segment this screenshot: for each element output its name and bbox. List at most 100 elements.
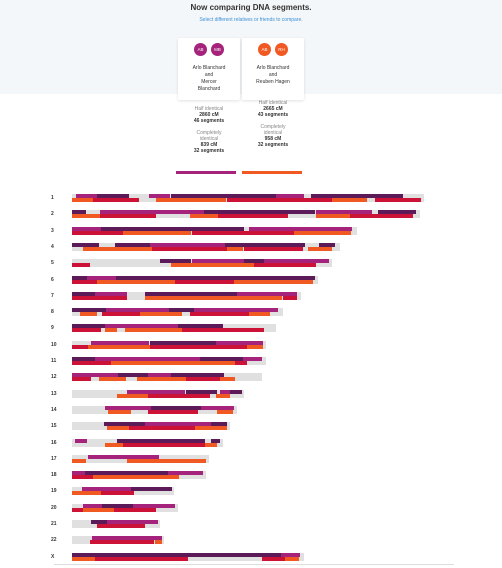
- completely-identical-segment[interactable]: [186, 377, 220, 381]
- chromosome-14[interactable]: [72, 406, 237, 414]
- half-identical-segment[interactable]: [105, 443, 123, 447]
- completely-identical-segment[interactable]: [117, 439, 205, 443]
- completely-identical-segment[interactable]: [97, 194, 129, 198]
- half-identical-segment[interactable]: [121, 324, 178, 328]
- half-identical-segment[interactable]: [95, 357, 200, 361]
- half-identical-segment[interactable]: [88, 345, 150, 349]
- completely-identical-segment[interactable]: [378, 210, 416, 214]
- half-identical-segment[interactable]: [316, 214, 351, 218]
- completely-identical-segment[interactable]: [95, 557, 188, 561]
- half-identical-segment[interactable]: [107, 520, 158, 524]
- completely-identical-segment[interactable]: [235, 361, 247, 365]
- completely-identical-segment[interactable]: [151, 406, 201, 410]
- completely-identical-segment[interactable]: [227, 198, 333, 202]
- completely-identical-segment[interactable]: [72, 280, 97, 284]
- half-identical-segment[interactable]: [149, 194, 170, 198]
- completely-identical-segment[interactable]: [72, 276, 87, 280]
- completely-identical-segment[interactable]: [211, 422, 227, 426]
- completely-identical-segment[interactable]: [148, 410, 198, 414]
- completely-identical-segment[interactable]: [192, 231, 295, 235]
- completely-identical-segment[interactable]: [104, 422, 145, 426]
- chromosome-11[interactable]: [72, 357, 266, 365]
- completely-identical-segment[interactable]: [72, 361, 111, 365]
- completely-identical-segment[interactable]: [175, 280, 234, 284]
- completely-identical-segment[interactable]: [225, 243, 305, 247]
- completely-identical-segment[interactable]: [72, 324, 105, 328]
- half-identical-segment[interactable]: [249, 227, 352, 231]
- half-identical-segment[interactable]: [201, 406, 234, 410]
- half-identical-segment[interactable]: [99, 455, 159, 459]
- half-identical-segment[interactable]: [294, 231, 351, 235]
- half-identical-segment[interactable]: [137, 377, 186, 381]
- completely-identical-segment[interactable]: [254, 263, 316, 267]
- completely-identical-segment[interactable]: [101, 227, 244, 231]
- completely-identical-segment[interactable]: [114, 508, 156, 512]
- half-identical-segment[interactable]: [105, 406, 151, 410]
- half-identical-segment[interactable]: [192, 259, 244, 263]
- half-identical-segment[interactable]: [72, 214, 100, 218]
- completely-identical-segment[interactable]: [115, 243, 150, 247]
- half-identical-segment[interactable]: [125, 328, 182, 332]
- half-identical-segment[interactable]: [133, 504, 175, 508]
- half-identical-segment[interactable]: [145, 422, 211, 426]
- completely-identical-segment[interactable]: [178, 324, 223, 328]
- completely-identical-segment[interactable]: [244, 259, 265, 263]
- half-identical-segment[interactable]: [93, 475, 179, 479]
- completely-identical-segment[interactable]: [101, 491, 134, 495]
- half-identical-segment[interactable]: [92, 536, 162, 540]
- half-identical-segment[interactable]: [127, 459, 206, 463]
- chromosome-20[interactable]: [72, 504, 178, 512]
- completely-identical-segment[interactable]: [207, 276, 315, 280]
- half-identical-segment[interactable]: [332, 198, 367, 202]
- completely-identical-segment[interactable]: [211, 439, 220, 443]
- completely-identical-segment[interactable]: [93, 198, 139, 202]
- chromosome-18[interactable]: [72, 471, 206, 479]
- chromosome-13[interactable]: [72, 390, 244, 398]
- half-identical-segment[interactable]: [100, 210, 204, 214]
- completely-identical-segment[interactable]: [186, 390, 217, 394]
- completely-identical-segment[interactable]: [311, 194, 403, 198]
- half-identical-segment[interactable]: [107, 426, 129, 430]
- chromosome-21[interactable]: [72, 520, 160, 528]
- half-identical-segment[interactable]: [140, 312, 182, 316]
- chromosome-5[interactable]: [72, 259, 332, 267]
- half-identical-segment[interactable]: [76, 194, 97, 198]
- half-identical-segment[interactable]: [88, 455, 99, 459]
- completely-identical-segment[interactable]: [169, 308, 194, 312]
- completely-identical-segment[interactable]: [171, 373, 224, 377]
- half-identical-segment[interactable]: [91, 341, 149, 345]
- comparison-card-1[interactable]: AB MB Arlo Blanchard and Mercer Blanchard: [178, 38, 240, 100]
- half-identical-segment[interactable]: [72, 198, 93, 202]
- completely-identical-segment[interactable]: [150, 341, 216, 345]
- chromosome-15[interactable]: [72, 422, 230, 430]
- completely-identical-segment[interactable]: [72, 263, 90, 267]
- half-identical-segment[interactable]: [108, 410, 131, 414]
- completely-identical-segment[interactable]: [123, 443, 205, 447]
- completely-identical-segment[interactable]: [100, 214, 156, 218]
- half-identical-segment[interactable]: [234, 280, 313, 284]
- half-identical-segment[interactable]: [72, 227, 101, 231]
- half-identical-segment[interactable]: [316, 210, 372, 214]
- chromosome-6[interactable]: [72, 276, 318, 284]
- half-identical-segment[interactable]: [127, 390, 185, 394]
- half-identical-segment[interactable]: [156, 198, 226, 202]
- chromosome-17[interactable]: [72, 455, 209, 463]
- half-identical-segment[interactable]: [72, 373, 118, 377]
- comparison-card-2[interactable]: AB RH Arlo Blanchard and Reuben Hagen: [242, 38, 304, 100]
- completely-identical-segment[interactable]: [72, 553, 281, 557]
- completely-identical-segment[interactable]: [72, 292, 95, 296]
- completely-identical-segment[interactable]: [148, 394, 210, 398]
- chromosome-7[interactable]: [72, 292, 301, 300]
- completely-identical-segment[interactable]: [204, 210, 315, 214]
- half-identical-segment[interactable]: [285, 557, 299, 561]
- half-identical-segment[interactable]: [220, 377, 235, 381]
- chromosome-X[interactable]: [72, 553, 304, 561]
- completely-identical-segment[interactable]: [97, 524, 145, 528]
- chromosome-10[interactable]: [72, 341, 266, 349]
- completely-identical-segment[interactable]: [160, 259, 191, 263]
- half-identical-segment[interactable]: [111, 361, 235, 365]
- half-identical-segment[interactable]: [123, 231, 191, 235]
- half-identical-segment[interactable]: [82, 487, 131, 491]
- half-identical-segment[interactable]: [75, 439, 87, 443]
- completely-identical-segment[interactable]: [72, 243, 99, 247]
